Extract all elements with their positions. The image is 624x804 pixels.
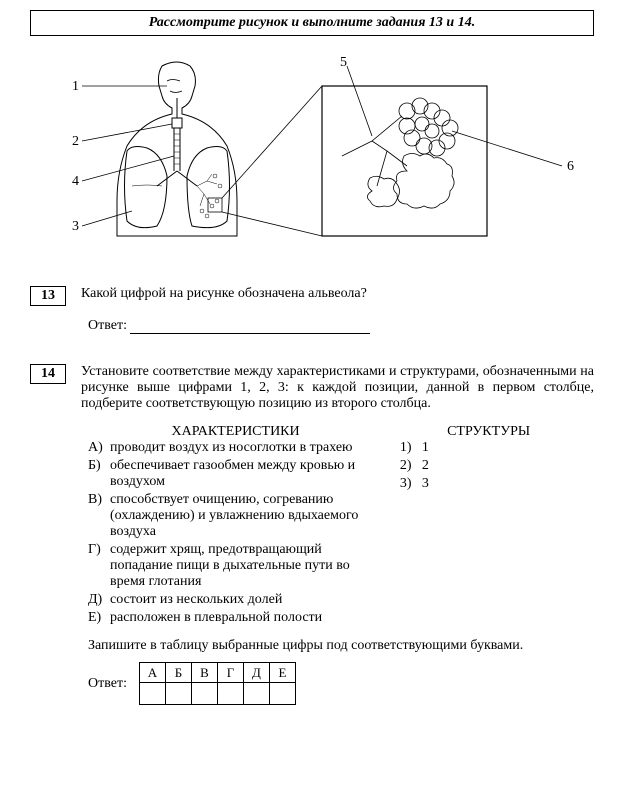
table-input-row <box>139 683 295 705</box>
char-a: А) проводит воздух из носоглотки в трахе… <box>88 440 360 456</box>
anatomy-diagram: 1 2 3 4 <box>30 56 594 256</box>
char-d: Д) состоит из нескольких долей <box>88 592 360 608</box>
col-right-header: СТРУКТУРЫ <box>383 424 594 440</box>
th-e: Е <box>269 663 295 683</box>
structures-list: 1) 1 2) 2 3) 3 <box>360 440 594 628</box>
struct-2: 2) 2 <box>400 458 594 474</box>
struct-1: 1) 1 <box>400 440 594 456</box>
struct-3: 3) 3 <box>400 476 594 492</box>
label-1: 1 <box>72 79 79 94</box>
char-e: Е) расположен в плевральной полости <box>88 610 360 626</box>
char-v: В) способствует очищению, согреванию (ох… <box>88 492 360 540</box>
task-13-answer: Ответ: <box>88 318 594 334</box>
answer-blank-13[interactable] <box>130 320 370 334</box>
cell-g[interactable] <box>217 683 243 705</box>
col-left-header: ХАРАКТЕРИСТИКИ <box>88 424 383 440</box>
cell-v[interactable] <box>191 683 217 705</box>
char-b: Б) обеспечивает газообмен между кровью и… <box>88 458 360 490</box>
task-14-row: 14 Установите соответствие между характе… <box>30 364 594 412</box>
task-14-number: 14 <box>30 364 66 384</box>
header-text: Рассмотрите рисунок и выполните задания … <box>149 15 475 30</box>
th-a: А <box>139 663 165 683</box>
label-3: 3 <box>72 219 79 234</box>
char-g: Г) содержит хрящ, предотвращающий попада… <box>88 542 360 590</box>
answer-table-row: Ответ: А Б В Г Д Е <box>88 662 594 705</box>
label-6: 6 <box>567 159 574 174</box>
task-13-question: Какой цифрой на рисунке обозначена альве… <box>81 286 594 302</box>
answer-table: А Б В Г Д Е <box>139 662 296 705</box>
answer-label-13: Ответ: <box>88 318 127 333</box>
label-2: 2 <box>72 134 79 149</box>
cell-a[interactable] <box>139 683 165 705</box>
th-d: Д <box>243 663 269 683</box>
th-b: Б <box>165 663 191 683</box>
answer-label-14: Ответ: <box>88 676 127 692</box>
cell-d[interactable] <box>243 683 269 705</box>
matching-lists: А) проводит воздух из носоглотки в трахе… <box>88 440 594 628</box>
th-g: Г <box>217 663 243 683</box>
table-header-row: А Б В Г Д Е <box>139 663 295 683</box>
table-instruction: Запишите в таблицу выбранные цифры под с… <box>88 638 594 654</box>
diagram-svg: 1 2 3 4 <box>30 56 594 256</box>
header-instruction: Рассмотрите рисунок и выполните задания … <box>30 10 594 36</box>
label-4: 4 <box>72 174 79 189</box>
task-13-row: 13 Какой цифрой на рисунке обозначена ал… <box>30 286 594 306</box>
columns-header: ХАРАКТЕРИСТИКИ СТРУКТУРЫ <box>88 424 594 440</box>
task-13-number: 13 <box>30 286 66 306</box>
task-14-question: Установите соответствие между характерис… <box>81 364 594 412</box>
characteristics-list: А) проводит воздух из носоглотки в трахе… <box>88 440 360 628</box>
cell-e[interactable] <box>269 683 295 705</box>
label-5: 5 <box>340 56 347 70</box>
th-v: В <box>191 663 217 683</box>
cell-b[interactable] <box>165 683 191 705</box>
